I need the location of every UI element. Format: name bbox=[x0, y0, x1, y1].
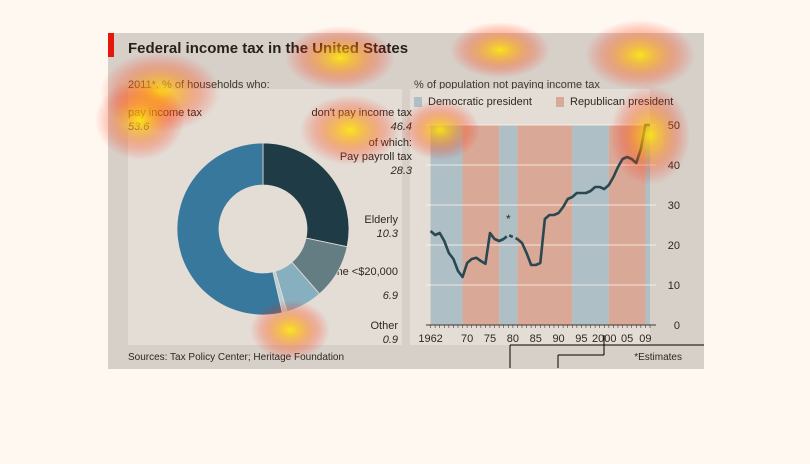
y-tick-label: 0 bbox=[674, 320, 680, 332]
republican-band bbox=[462, 125, 500, 325]
of-which-label: of which: bbox=[368, 137, 412, 149]
chart-card: Federal income tax in the United States … bbox=[108, 33, 704, 369]
estimate-line bbox=[502, 233, 518, 241]
x-tick-label: 70 bbox=[461, 333, 473, 345]
legend-dem-label: Democratic president bbox=[428, 96, 532, 108]
donut-chart bbox=[176, 142, 350, 316]
x-tick-label: 85 bbox=[530, 333, 542, 345]
donut-slice bbox=[176, 142, 283, 316]
y-tick-label: 50 bbox=[668, 120, 680, 132]
legend-rep-swatch bbox=[556, 97, 564, 107]
x-tick-label: 95 bbox=[575, 333, 587, 345]
democratic-band bbox=[499, 125, 518, 325]
estimate-marker: * bbox=[506, 212, 511, 226]
democratic-band bbox=[572, 125, 609, 325]
payroll-tax-value: 28.3 bbox=[390, 165, 412, 177]
legend-rep-label: Republican president bbox=[570, 96, 674, 108]
accent-mark bbox=[108, 33, 114, 57]
other-label: Other bbox=[370, 320, 398, 332]
right-subtitle: % of population not paying income tax bbox=[414, 79, 600, 91]
dont-pay-value: 46.4 bbox=[390, 121, 412, 133]
y-tick-label: 20 bbox=[668, 240, 680, 252]
democratic-band bbox=[430, 125, 463, 325]
y-tick-label: 30 bbox=[668, 200, 680, 212]
other-value: 0.9 bbox=[382, 334, 398, 346]
pay-income-tax-value: 53.6 bbox=[128, 121, 150, 133]
dont-pay-label: don't pay income tax bbox=[311, 107, 412, 119]
sources-note: Sources: Tax Policy Center; Heritage Fou… bbox=[128, 352, 345, 363]
estimates-note: *Estimates bbox=[634, 352, 682, 363]
chart-title: Federal income tax in the United States bbox=[128, 40, 409, 57]
legend-dem-swatch bbox=[414, 97, 422, 107]
series-line bbox=[429, 230, 505, 279]
donut-slice bbox=[262, 142, 350, 248]
x-tick-label: 2000 bbox=[592, 333, 616, 345]
x-tick-label: 80 bbox=[507, 333, 519, 345]
x-tick-label: 75 bbox=[484, 333, 496, 345]
x-tick-label: 90 bbox=[552, 333, 564, 345]
y-tick-label: 10 bbox=[668, 280, 680, 292]
x-tick-label: 1962 bbox=[418, 333, 442, 345]
income-value: 6.9 bbox=[382, 290, 398, 302]
elderly-label: Elderly bbox=[364, 214, 398, 226]
elderly-value: 10.3 bbox=[376, 228, 398, 240]
x-tick-label: 05 bbox=[621, 333, 633, 345]
y-tick-label: 40 bbox=[668, 160, 680, 172]
x-tick-label: 09 bbox=[639, 333, 651, 345]
pay-income-tax-label: pay income tax bbox=[128, 107, 202, 119]
democratic-band bbox=[645, 125, 650, 325]
line-chart: 0 10 20 30 40 50 1962 70 75 80 85 90 95 2000 05 09 * bbox=[418, 120, 680, 345]
